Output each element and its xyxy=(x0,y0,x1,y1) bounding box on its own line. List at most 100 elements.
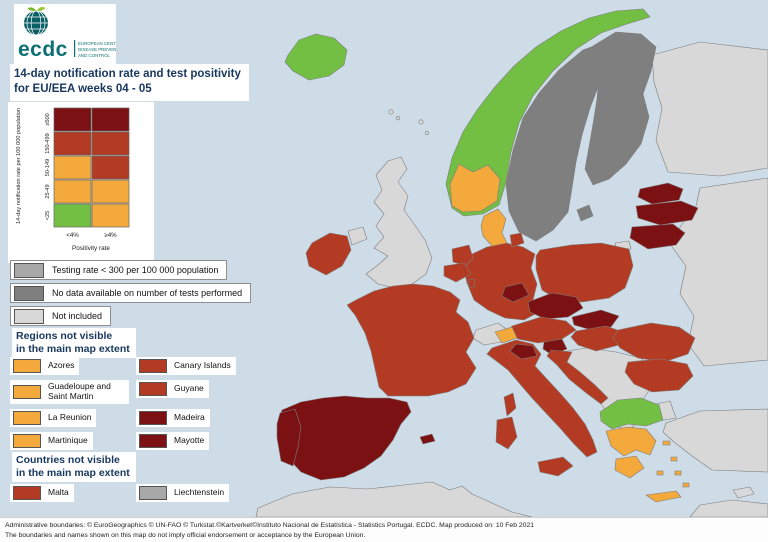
legend-item-guyane: Guyane xyxy=(136,380,209,398)
matrix-cell-4-1 xyxy=(91,203,130,228)
legend-item-malta: Malta xyxy=(10,484,74,502)
footer: Administrative boundaries: © EuroGeograp… xyxy=(0,517,768,542)
mayotte-swatch xyxy=(139,433,167,448)
matrix-cell-0-1 xyxy=(91,107,130,132)
no-data-swatch xyxy=(14,285,44,301)
region-eastern-europe-north xyxy=(651,41,768,177)
region-norway-south xyxy=(449,163,501,213)
region-faroe-islands xyxy=(388,109,394,115)
matrix-row-label-0: ≥500 xyxy=(45,113,51,125)
legend-label: Not included xyxy=(52,311,103,321)
legend-label: Mayotte xyxy=(174,434,205,445)
legend-label: Testing rate < 300 per 100 000 populatio… xyxy=(52,265,219,275)
grey-legend: Testing rate < 300 per 100 000 populatio… xyxy=(10,260,252,326)
region-germany-central xyxy=(501,282,530,303)
legend-item-madeira: Madeira xyxy=(136,408,210,427)
region-france xyxy=(346,283,477,397)
region-iceland xyxy=(284,33,348,81)
region-cyprus xyxy=(732,486,755,499)
region-lithuania xyxy=(629,223,686,250)
region-portugal xyxy=(276,408,302,467)
region-hungary xyxy=(570,325,624,352)
madeira-swatch xyxy=(139,410,167,425)
regions-panel-header: Regions not visible in the main map exte… xyxy=(12,328,136,359)
legend-item-liechtenstein: Liechtenstein xyxy=(136,484,230,502)
legend-item-martinique: Martinique xyxy=(10,431,93,450)
matrix-cell-3-1 xyxy=(91,179,130,204)
matrix-col-label-1: ≥4% xyxy=(104,232,117,239)
region-zealand xyxy=(509,232,525,248)
malta-swatch xyxy=(13,486,41,500)
matrix-y-axis-label: 14-day notification rate per 100 000 pop… xyxy=(16,108,22,224)
regions-header-line2: in the main map extent xyxy=(16,342,130,355)
region-czechia xyxy=(527,292,584,320)
region-greece-north xyxy=(599,397,664,430)
region-bulgaria xyxy=(624,358,694,393)
region-netherlands xyxy=(451,244,474,267)
region-latvia xyxy=(635,200,699,226)
la-reunion-swatch xyxy=(13,410,41,425)
logo-caption-line: EUROPEAN CENTRE FOR xyxy=(78,41,116,46)
logo-caption-line: AND CONTROL xyxy=(78,53,111,58)
region-shetland xyxy=(418,119,424,125)
region-greece-central xyxy=(605,426,657,457)
matrix-x-axis-label: Positivity rate xyxy=(72,245,110,252)
matrix-row-label-3: 25-49 xyxy=(45,184,51,198)
matrix-row-label-1: 150-499 xyxy=(45,133,51,154)
matrix-legend-panel: 14-day notification rate per 100 000 pop… xyxy=(8,102,154,263)
legend-label: Madeira xyxy=(174,411,205,422)
legend-item-guadeloupe: Guadeloupe and Saint Martin xyxy=(10,380,129,404)
region-italy-north xyxy=(509,343,538,360)
countries-header-line1: Countries not visible xyxy=(16,454,120,466)
region-united-kingdom xyxy=(365,156,433,289)
leaf-icon xyxy=(37,7,46,12)
regions-header-line1: Regions not visible xyxy=(16,330,113,342)
countries-panel-header: Countries not visible in the main map ex… xyxy=(12,452,136,483)
region-northern-ireland xyxy=(347,226,368,246)
region-north-africa xyxy=(255,481,533,517)
logo-divider xyxy=(74,40,76,57)
region-turkey xyxy=(662,408,768,473)
legend-label: Canary Islands xyxy=(174,360,231,371)
legend-label: Liechtenstein xyxy=(174,487,225,498)
matrix-cell-2-1 xyxy=(91,155,130,180)
region-sicily xyxy=(537,456,574,477)
liechtenstein-swatch xyxy=(139,486,167,500)
legend-item-not-included: Not included xyxy=(10,306,112,326)
region-romania xyxy=(612,322,696,363)
region-austria-west xyxy=(494,326,518,344)
region-denmark xyxy=(480,208,508,247)
legend-item-la-reunion: La Reunion xyxy=(10,408,97,427)
legend-label: Guyane xyxy=(174,383,204,394)
region-italy xyxy=(486,339,598,458)
region-greek-islands xyxy=(682,482,690,488)
guyane-swatch xyxy=(139,382,167,396)
region-croatia xyxy=(546,349,609,405)
logo-caption-line: DISEASE PREVENTION xyxy=(78,47,116,52)
matrix-cell-1-1 xyxy=(91,131,130,156)
legend-item-testing-rate: Testing rate < 300 per 100 000 populatio… xyxy=(10,260,228,280)
region-middle-east xyxy=(689,499,768,517)
leaf-icon xyxy=(27,7,36,12)
region-belgium xyxy=(443,262,472,283)
region-ireland xyxy=(305,232,352,276)
canary-islands-swatch xyxy=(139,359,167,373)
region-sweden xyxy=(505,42,611,242)
ecdc-logo-text: ecdc xyxy=(18,38,68,61)
region-faroe-islands xyxy=(395,115,401,121)
region-estonia xyxy=(637,182,684,205)
region-gotland xyxy=(576,204,594,222)
legend-item-no-data: No data available on number of tests per… xyxy=(10,283,252,303)
ecdc-logo: ecdc EUROPEAN CENTRE FOR DISEASE PREVENT… xyxy=(14,4,132,64)
region-corsica xyxy=(503,392,517,417)
guadeloupe-swatch xyxy=(13,384,41,399)
region-greek-islands xyxy=(670,456,678,462)
legend-item-mayotte: Mayotte xyxy=(136,431,210,450)
region-luxembourg xyxy=(467,278,476,289)
legend-item-azores: Azores xyxy=(10,357,80,375)
map-title-line1: 14-day notification rate and test positi… xyxy=(14,68,241,80)
legend-label: Martinique xyxy=(48,434,88,445)
region-norway xyxy=(445,8,651,217)
region-greek-islands xyxy=(662,440,671,446)
